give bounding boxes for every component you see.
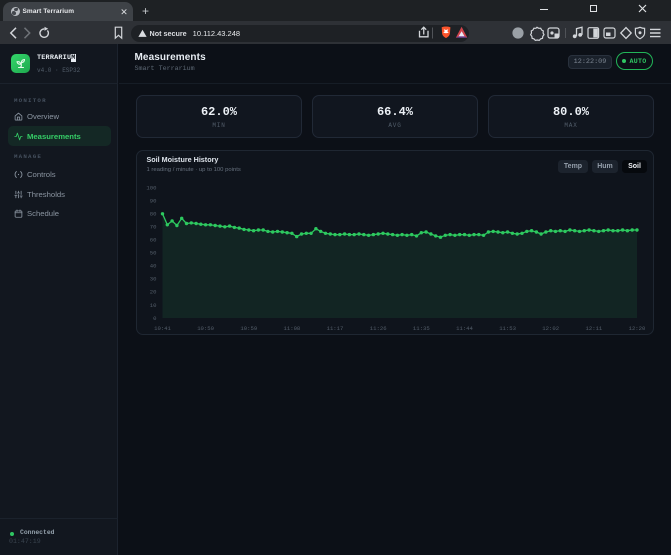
svg-text:50: 50 <box>150 250 157 257</box>
svg-text:11:53: 11:53 <box>499 325 516 332</box>
svg-text:70: 70 <box>150 224 157 231</box>
svg-text:12:20: 12:20 <box>629 325 646 332</box>
svg-text:60: 60 <box>150 237 157 244</box>
svg-text:11:08: 11:08 <box>284 325 301 332</box>
svg-text:80: 80 <box>150 211 157 218</box>
svg-text:11:17: 11:17 <box>327 325 344 332</box>
svg-text:12:11: 12:11 <box>586 325 603 332</box>
svg-text:10:41: 10:41 <box>154 325 171 332</box>
svg-text:30: 30 <box>150 276 157 283</box>
svg-text:11:44: 11:44 <box>456 325 473 332</box>
svg-text:20: 20 <box>150 289 157 296</box>
svg-text:10:59: 10:59 <box>240 325 257 332</box>
svg-text:0: 0 <box>153 315 157 322</box>
svg-text:10: 10 <box>150 302 157 309</box>
svg-text:10:50: 10:50 <box>197 325 214 332</box>
svg-text:11:26: 11:26 <box>370 325 387 332</box>
svg-text:40: 40 <box>150 263 157 270</box>
svg-text:100: 100 <box>146 185 157 192</box>
svg-text:12:02: 12:02 <box>542 325 559 332</box>
svg-text:11:35: 11:35 <box>413 325 430 332</box>
svg-text:90: 90 <box>150 198 157 205</box>
